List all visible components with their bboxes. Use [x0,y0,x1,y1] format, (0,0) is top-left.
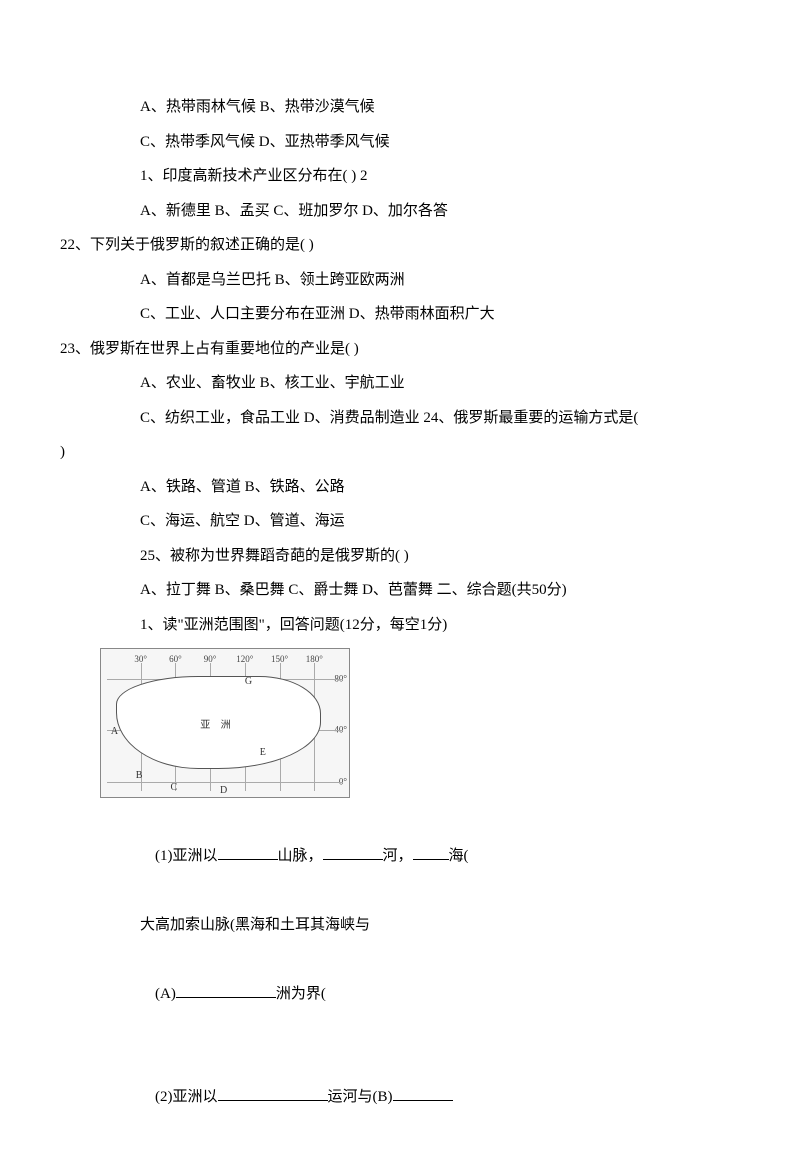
asia-map: 30° 60° 90° 120° 150° 180° 80° 40° 0° [100,648,350,798]
option-line: A、拉丁舞 B、桑巴舞 C、爵士舞 D、芭蕾舞 二、综合题(共50分) [60,573,740,608]
map-figure: 30° 60° 90° 120° 150° 180° 80° 40° 0° [60,648,740,798]
text: (A) [155,986,176,1002]
text: 洲为界( [276,986,326,1002]
text: 河， [383,848,413,864]
text: 海( [449,848,469,864]
option-line: A、铁路、管道 B、铁路、公路 [60,470,740,505]
option-line: C、纺织工业，食品工业 D、消费品制造业 24、俄罗斯最重要的运输方式是( [60,401,740,436]
map-label-d: D [220,779,227,798]
blank-input[interactable] [176,982,276,998]
map-label-c: C [170,776,177,798]
option-line: A、热带雨林气候 B、热带沙漠气候 [60,90,740,125]
blank-input[interactable] [323,844,383,860]
map-label-a: A [111,720,118,743]
option-line: A、农业、畜牧业 B、核工业、宇航工业 [60,366,740,401]
fill-blank-line: (1)亚洲以 山脉， 河， 海( [60,804,740,908]
question-line: 1、读"亚洲范围图"，回答问题(12分，每空1分) [60,608,740,643]
text: (2)亚洲以 [155,1089,218,1105]
fill-blank-line: (2)亚洲以 运河与(B) [60,1046,740,1149]
fill-blank-line: 大高加索山脉(黑海和土耳其海峡与 [60,908,740,943]
option-line-cont: ) [60,435,740,470]
text: 运河与(B) [328,1089,393,1105]
option-line: C、热带季风气候 D、亚热带季风气候 [60,125,740,160]
blank-input[interactable] [393,1085,453,1101]
question-line: 25、被称为世界舞蹈奇葩的是俄罗斯的( ) [60,539,740,574]
option-line: A、新德里 B、孟买 C、班加罗尔 D、加尔各答 [60,194,740,229]
option-line: C、海运、航空 D、管道、海运 [60,504,740,539]
question-line: 22、下列关于俄罗斯的叙述正确的是( ) [60,228,740,263]
exam-page: A、热带雨林气候 B、热带沙漠气候 C、热带季风气候 D、亚热带季风气候 1、印… [0,0,800,1036]
map-label-g: G [245,670,252,693]
fill-blank-line: (A) 洲为界( [60,942,740,1046]
blank-input[interactable] [218,844,278,860]
text: (1)亚洲以 [155,848,218,864]
question-line: 1、印度高新技术产业区分布在( ) 2 [60,159,740,194]
option-line: A、首都是乌兰巴托 B、领土跨亚欧两洲 [60,263,740,298]
text: 山脉， [278,848,323,864]
blank-input[interactable] [413,844,449,860]
blank-input[interactable] [218,1085,328,1101]
option-line: C、工业、人口主要分布在亚洲 D、热带雨林面积广大 [60,297,740,332]
map-label-e: E [260,741,266,764]
question-line: 23、俄罗斯在世界上占有重要地位的产业是( ) [60,332,740,367]
map-center-label: 亚 洲 [200,714,235,737]
map-label-b: B [136,764,143,787]
